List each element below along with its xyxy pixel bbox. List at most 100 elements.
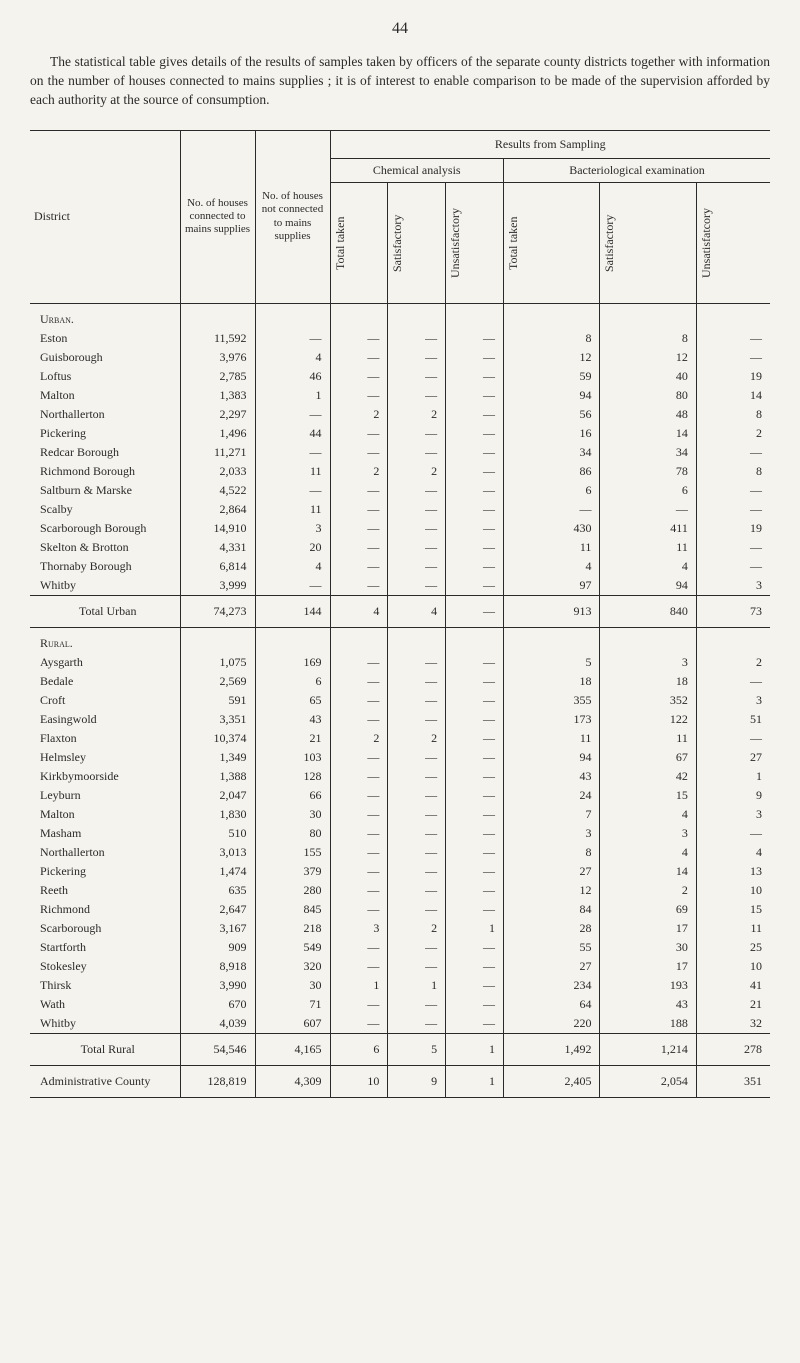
houses-connected-label: No. of houses connected to mains supplie… — [185, 197, 250, 235]
ca-s-cell: — — [388, 443, 446, 462]
ca-tt-cell: — — [330, 653, 388, 672]
ca-u-cell: — — [446, 576, 504, 596]
hnc-cell: 379 — [255, 862, 330, 881]
district-cell: Whitby — [30, 1014, 180, 1034]
be-u-cell: — — [696, 672, 770, 691]
hc-cell: 1,388 — [180, 767, 255, 786]
district-cell: Thirsk — [30, 976, 180, 995]
ca-u-cell: — — [446, 995, 504, 1014]
be-tt-cell: 28 — [504, 919, 600, 938]
be-s-cell: 67 — [600, 748, 696, 767]
ca-u-cell: 1 — [446, 919, 504, 938]
total-rural-label: Total Rural — [30, 1033, 180, 1065]
be-tt-cell: 16 — [504, 424, 600, 443]
district-cell: Malton — [30, 805, 180, 824]
be-u-cell: 14 — [696, 386, 770, 405]
ca-s-cell: — — [388, 1014, 446, 1034]
hc-cell: 3,013 — [180, 843, 255, 862]
ca-tt-cell: — — [330, 443, 388, 462]
district-cell: Scalby — [30, 500, 180, 519]
be-s-cell: 193 — [600, 976, 696, 995]
ca-u-cell: — — [446, 729, 504, 748]
be-s-cell: 80 — [600, 386, 696, 405]
district-cell: Whitby — [30, 576, 180, 596]
hnc-cell: — — [255, 576, 330, 596]
header-results-sampling: Results from Sampling — [330, 130, 770, 158]
ca-u-cell: — — [446, 424, 504, 443]
header-ca-total-taken: Total taken — [330, 182, 388, 303]
header-chemical-analysis: Chemical analysis — [330, 158, 504, 182]
be-tt-cell: 430 — [504, 519, 600, 538]
be-s-cell: 11 — [600, 729, 696, 748]
ca-u-cell: — — [446, 748, 504, 767]
be-tt-cell: 27 — [504, 862, 600, 881]
urban-section-header: Urban. — [30, 303, 180, 329]
be-u-cell: 19 — [696, 519, 770, 538]
district-cell: Masham — [30, 824, 180, 843]
table-row: Malton 1,830 30 — — — 7 4 3 — [30, 805, 770, 824]
hc-cell: 4,331 — [180, 538, 255, 557]
table-row: Skelton & Brotton 4,331 20 — — — 11 11 — — [30, 538, 770, 557]
be-u-cell: — — [696, 329, 770, 348]
district-cell: Aysgarth — [30, 653, 180, 672]
ca-s-cell: — — [388, 767, 446, 786]
ca-u-cell: — — [446, 538, 504, 557]
header-ca-unsatisfactory: Unsatisfactory — [446, 182, 504, 303]
hc-cell: 4,522 — [180, 481, 255, 500]
district-cell: Pickering — [30, 424, 180, 443]
hnc-cell: 103 — [255, 748, 330, 767]
hc-cell: 1,830 — [180, 805, 255, 824]
be-s-cell: 17 — [600, 919, 696, 938]
ca-tt-cell: — — [330, 367, 388, 386]
table-row: Richmond Borough 2,033 11 2 2 — 86 78 8 — [30, 462, 770, 481]
total-urban-ca-s: 4 — [388, 595, 446, 627]
district-cell: Pickering — [30, 862, 180, 881]
table-row: Whitby 4,039 607 — — — 220 188 32 — [30, 1014, 770, 1034]
be-tt-cell: 94 — [504, 748, 600, 767]
hnc-cell: 71 — [255, 995, 330, 1014]
ca-s-cell: — — [388, 367, 446, 386]
be-tt-cell: 3 — [504, 824, 600, 843]
ca-total-taken-label: Total taken — [331, 188, 350, 298]
district-cell: Reeth — [30, 881, 180, 900]
ca-s-cell: — — [388, 957, 446, 976]
table-row: Whitby 3,999 — — — — 97 94 3 — [30, 576, 770, 596]
hnc-cell: 280 — [255, 881, 330, 900]
ca-u-cell: — — [446, 824, 504, 843]
ca-s-cell: 2 — [388, 462, 446, 481]
be-s-cell: 4 — [600, 843, 696, 862]
page-number: 44 — [30, 20, 770, 38]
table-row: Redcar Borough 11,271 — — — — 34 34 — — [30, 443, 770, 462]
hc-cell: 3,990 — [180, 976, 255, 995]
district-cell: Loftus — [30, 367, 180, 386]
ca-s-cell: — — [388, 881, 446, 900]
ca-u-cell: — — [446, 976, 504, 995]
total-urban-ca-u: — — [446, 595, 504, 627]
hc-cell: 2,033 — [180, 462, 255, 481]
be-s-cell: 188 — [600, 1014, 696, 1034]
ca-tt-cell: — — [330, 881, 388, 900]
be-u-cell: 9 — [696, 786, 770, 805]
hc-cell: 14,910 — [180, 519, 255, 538]
rural-section-header: Rural. — [30, 627, 180, 653]
ca-tt-cell: 2 — [330, 405, 388, 424]
hc-cell: 2,569 — [180, 672, 255, 691]
be-u-cell: 51 — [696, 710, 770, 729]
ca-satisfactory-label: Satisfactory — [388, 188, 407, 298]
admin-county-hc: 128,819 — [180, 1065, 255, 1097]
hc-cell: 1,383 — [180, 386, 255, 405]
district-cell: Leyburn — [30, 786, 180, 805]
hc-cell: 635 — [180, 881, 255, 900]
hc-cell: 11,271 — [180, 443, 255, 462]
ca-s-cell: — — [388, 748, 446, 767]
hc-cell: 1,496 — [180, 424, 255, 443]
district-cell: Flaxton — [30, 729, 180, 748]
ca-u-cell: — — [446, 462, 504, 481]
hnc-cell: 80 — [255, 824, 330, 843]
table-row: Thirsk 3,990 30 1 1 — 234 193 41 — [30, 976, 770, 995]
ca-tt-cell: — — [330, 557, 388, 576]
hc-cell: 4,039 — [180, 1014, 255, 1034]
be-satisfactory-label: Satisfactory — [600, 188, 619, 298]
be-tt-cell: 4 — [504, 557, 600, 576]
ca-tt-cell: — — [330, 424, 388, 443]
